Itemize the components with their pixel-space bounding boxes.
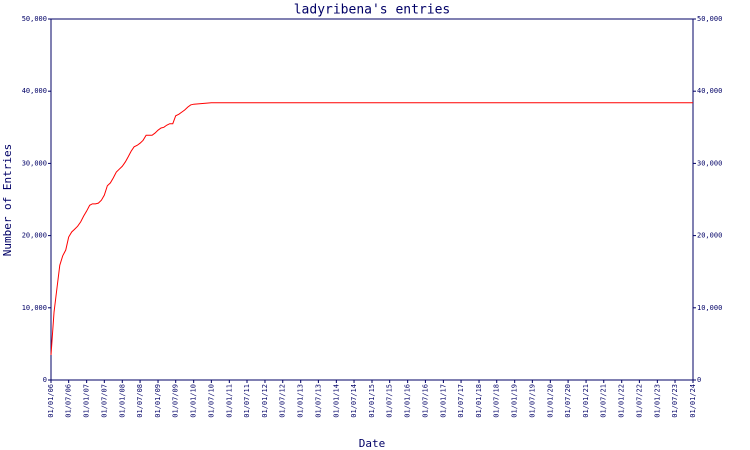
x-tick-label: 01/01/13 [297, 384, 305, 418]
plot-frame [50, 18, 694, 381]
y2-tick-label: 30,000 [697, 159, 722, 167]
x-tick-label: 01/01/18 [475, 384, 483, 418]
x-tick-label: 01/01/06 [47, 384, 55, 418]
x-tick-label: 01/07/11 [243, 384, 251, 418]
y-tick-label: 20,000 [22, 232, 47, 240]
x-tick-label: 01/07/15 [386, 384, 394, 418]
x-tick-label: 01/07/22 [635, 384, 643, 418]
x-tick-label: 01/01/10 [190, 384, 198, 418]
x-tick-label: 01/01/09 [154, 384, 162, 418]
x-tick-label: 01/07/12 [279, 384, 287, 418]
y2-tick-label: 40,000 [697, 87, 722, 95]
x-tick-label: 01/01/19 [511, 384, 519, 418]
x-tick-label: 01/07/21 [600, 384, 608, 418]
x-tick-label: 01/07/19 [528, 384, 536, 418]
x-tick-label: 01/07/08 [136, 384, 144, 418]
x-tick-label: 01/07/14 [350, 384, 358, 418]
y-tick-label: 50,000 [22, 15, 47, 23]
x-tick-label: 01/01/20 [546, 384, 554, 418]
x-tick-label: 01/07/10 [207, 384, 215, 418]
x-tick-label: 01/01/22 [618, 384, 626, 418]
x-tick-label: 01/01/24 [689, 384, 697, 418]
x-tick-label: 01/01/12 [261, 384, 269, 418]
x-tick-label: 01/07/07 [100, 384, 108, 418]
data-line [50, 102, 693, 356]
y-tick-label: 40,000 [22, 87, 47, 95]
x-tick-label: 01/01/21 [582, 384, 590, 418]
x-tick-label: 01/07/13 [314, 384, 322, 418]
x-tick-label: 01/07/17 [457, 384, 465, 418]
x-tick-label: 01/07/18 [493, 384, 501, 418]
x-tick-label: 01/01/15 [368, 384, 376, 418]
x-tick-label: 01/07/20 [564, 384, 572, 418]
y-tick-label: 10,000 [22, 304, 47, 312]
x-tick-label: 01/07/23 [671, 384, 679, 418]
x-tick-label: 01/01/08 [118, 384, 126, 418]
x-tick-label: 01/07/06 [65, 384, 73, 418]
x-tick-label: 01/01/14 [332, 384, 340, 418]
y2-tick-label: 50,000 [697, 15, 722, 23]
x-tick-label: 01/01/16 [404, 384, 412, 418]
y2-tick-label: 0 [697, 376, 701, 384]
chart-title: ladyribena's entries [294, 3, 451, 18]
y2-tick-label: 20,000 [697, 232, 722, 240]
x-tick-label: 01/01/17 [439, 384, 447, 418]
x-tick-label: 01/01/23 [653, 384, 661, 418]
y-axis-label: Number of Entries [1, 144, 14, 257]
x-tick-label: 01/07/09 [172, 384, 180, 418]
x-tick-label: 01/07/16 [421, 384, 429, 418]
x-tick-label: 01/01/11 [225, 384, 233, 418]
y2-tick-label: 10,000 [697, 304, 722, 312]
y-tick-label: 0 [43, 376, 47, 384]
x-tick-label: 01/01/07 [83, 384, 91, 418]
y-tick-label: 30,000 [22, 159, 47, 167]
x-axis-label: Date [359, 437, 386, 450]
